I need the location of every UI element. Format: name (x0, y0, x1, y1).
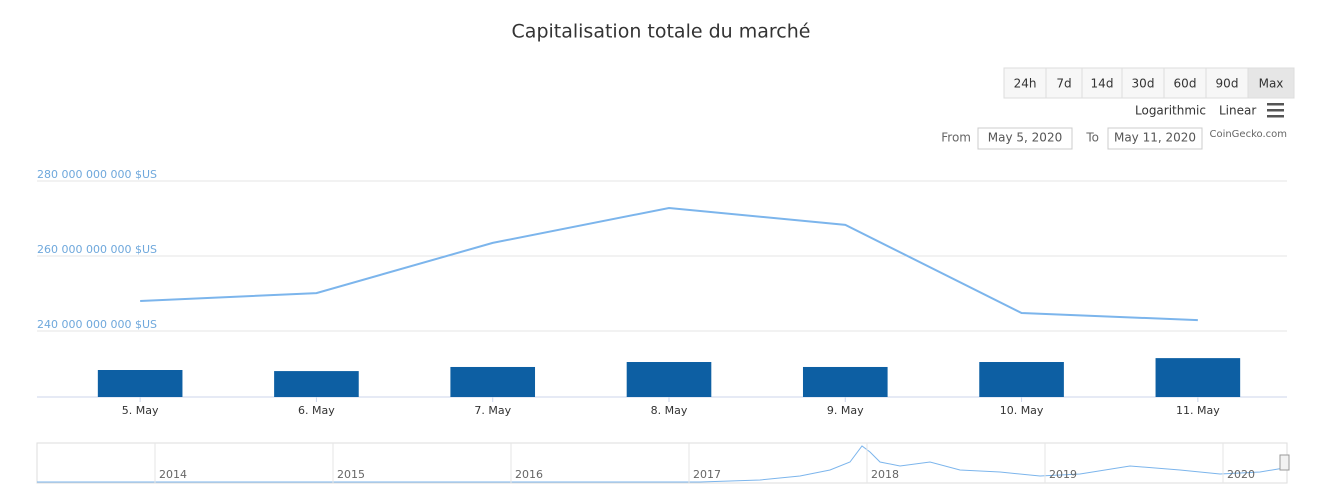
navigator-tick-label: 2019 (1049, 468, 1077, 481)
x-tick-label: 11. May (1176, 404, 1220, 417)
x-tick-label: 5. May (122, 404, 159, 417)
menu-icon[interactable] (1267, 103, 1284, 118)
x-tick-label: 8. May (651, 404, 688, 417)
range-button-label[interactable]: Max (1259, 77, 1284, 91)
from-label: From (941, 131, 971, 145)
navigator-tick-label: 2016 (515, 468, 543, 481)
navigator-tick-label: 2018 (871, 468, 899, 481)
navigator-tick-label: 2017 (693, 468, 721, 481)
range-button-label[interactable]: 30d (1132, 77, 1155, 91)
line (140, 206, 1198, 322)
navigator-tick-label: 2020 (1227, 468, 1255, 481)
range-button-label[interactable]: 90d (1216, 77, 1239, 91)
volume-bar (1155, 358, 1241, 397)
x-tick-label: 9. May (827, 404, 864, 417)
volume-bar (979, 362, 1064, 397)
x-tick-label: 7. May (474, 404, 511, 417)
to-input[interactable] (1107, 127, 1203, 150)
range-button-label[interactable]: 7d (1056, 77, 1071, 91)
x-tick-label: 6. May (298, 404, 335, 417)
volume-bar (626, 362, 712, 397)
range-button[interactable] (1163, 67, 1207, 99)
range-button[interactable] (1003, 67, 1047, 99)
to-value[interactable]: May 11, 2020 (1114, 131, 1196, 145)
range-button-label[interactable]: 60d (1174, 77, 1197, 91)
volume-bar (274, 371, 359, 397)
chart-title: Capitalisation totale du marché (512, 21, 811, 43)
scale-option[interactable]: Linear (1219, 104, 1256, 118)
volume-bar (802, 366, 888, 397)
scale-option[interactable]: Logarithmic (1135, 104, 1206, 118)
volume-bar (97, 370, 183, 397)
y-tick-label: 260 000 000 000 $US (37, 243, 157, 256)
volume-bar (450, 366, 536, 397)
x-tick-label: 10. May (1000, 404, 1044, 417)
from-input[interactable] (977, 127, 1073, 150)
credit: CoinGecko.com (1209, 129, 1287, 140)
navigator-tick-label: 2015 (337, 468, 365, 481)
navigator-ticks: 2014 2015 2016 2017 2018 2019 2020 (154, 443, 1255, 483)
navigator (36, 442, 1290, 484)
navigator-tick-label: 2014 (159, 468, 187, 481)
to-label: To (1085, 131, 1099, 145)
range-button[interactable] (1247, 67, 1295, 99)
range-button-label[interactable]: 24h (1014, 77, 1037, 91)
from-value[interactable]: May 5, 2020 (988, 131, 1062, 145)
range-button[interactable] (1205, 67, 1249, 99)
range-button-label[interactable]: 14d (1091, 77, 1114, 91)
y-tick-label: 280 000 000 000 $US (37, 168, 157, 181)
y-tick-label: 240 000 000 000 $US (37, 318, 157, 331)
